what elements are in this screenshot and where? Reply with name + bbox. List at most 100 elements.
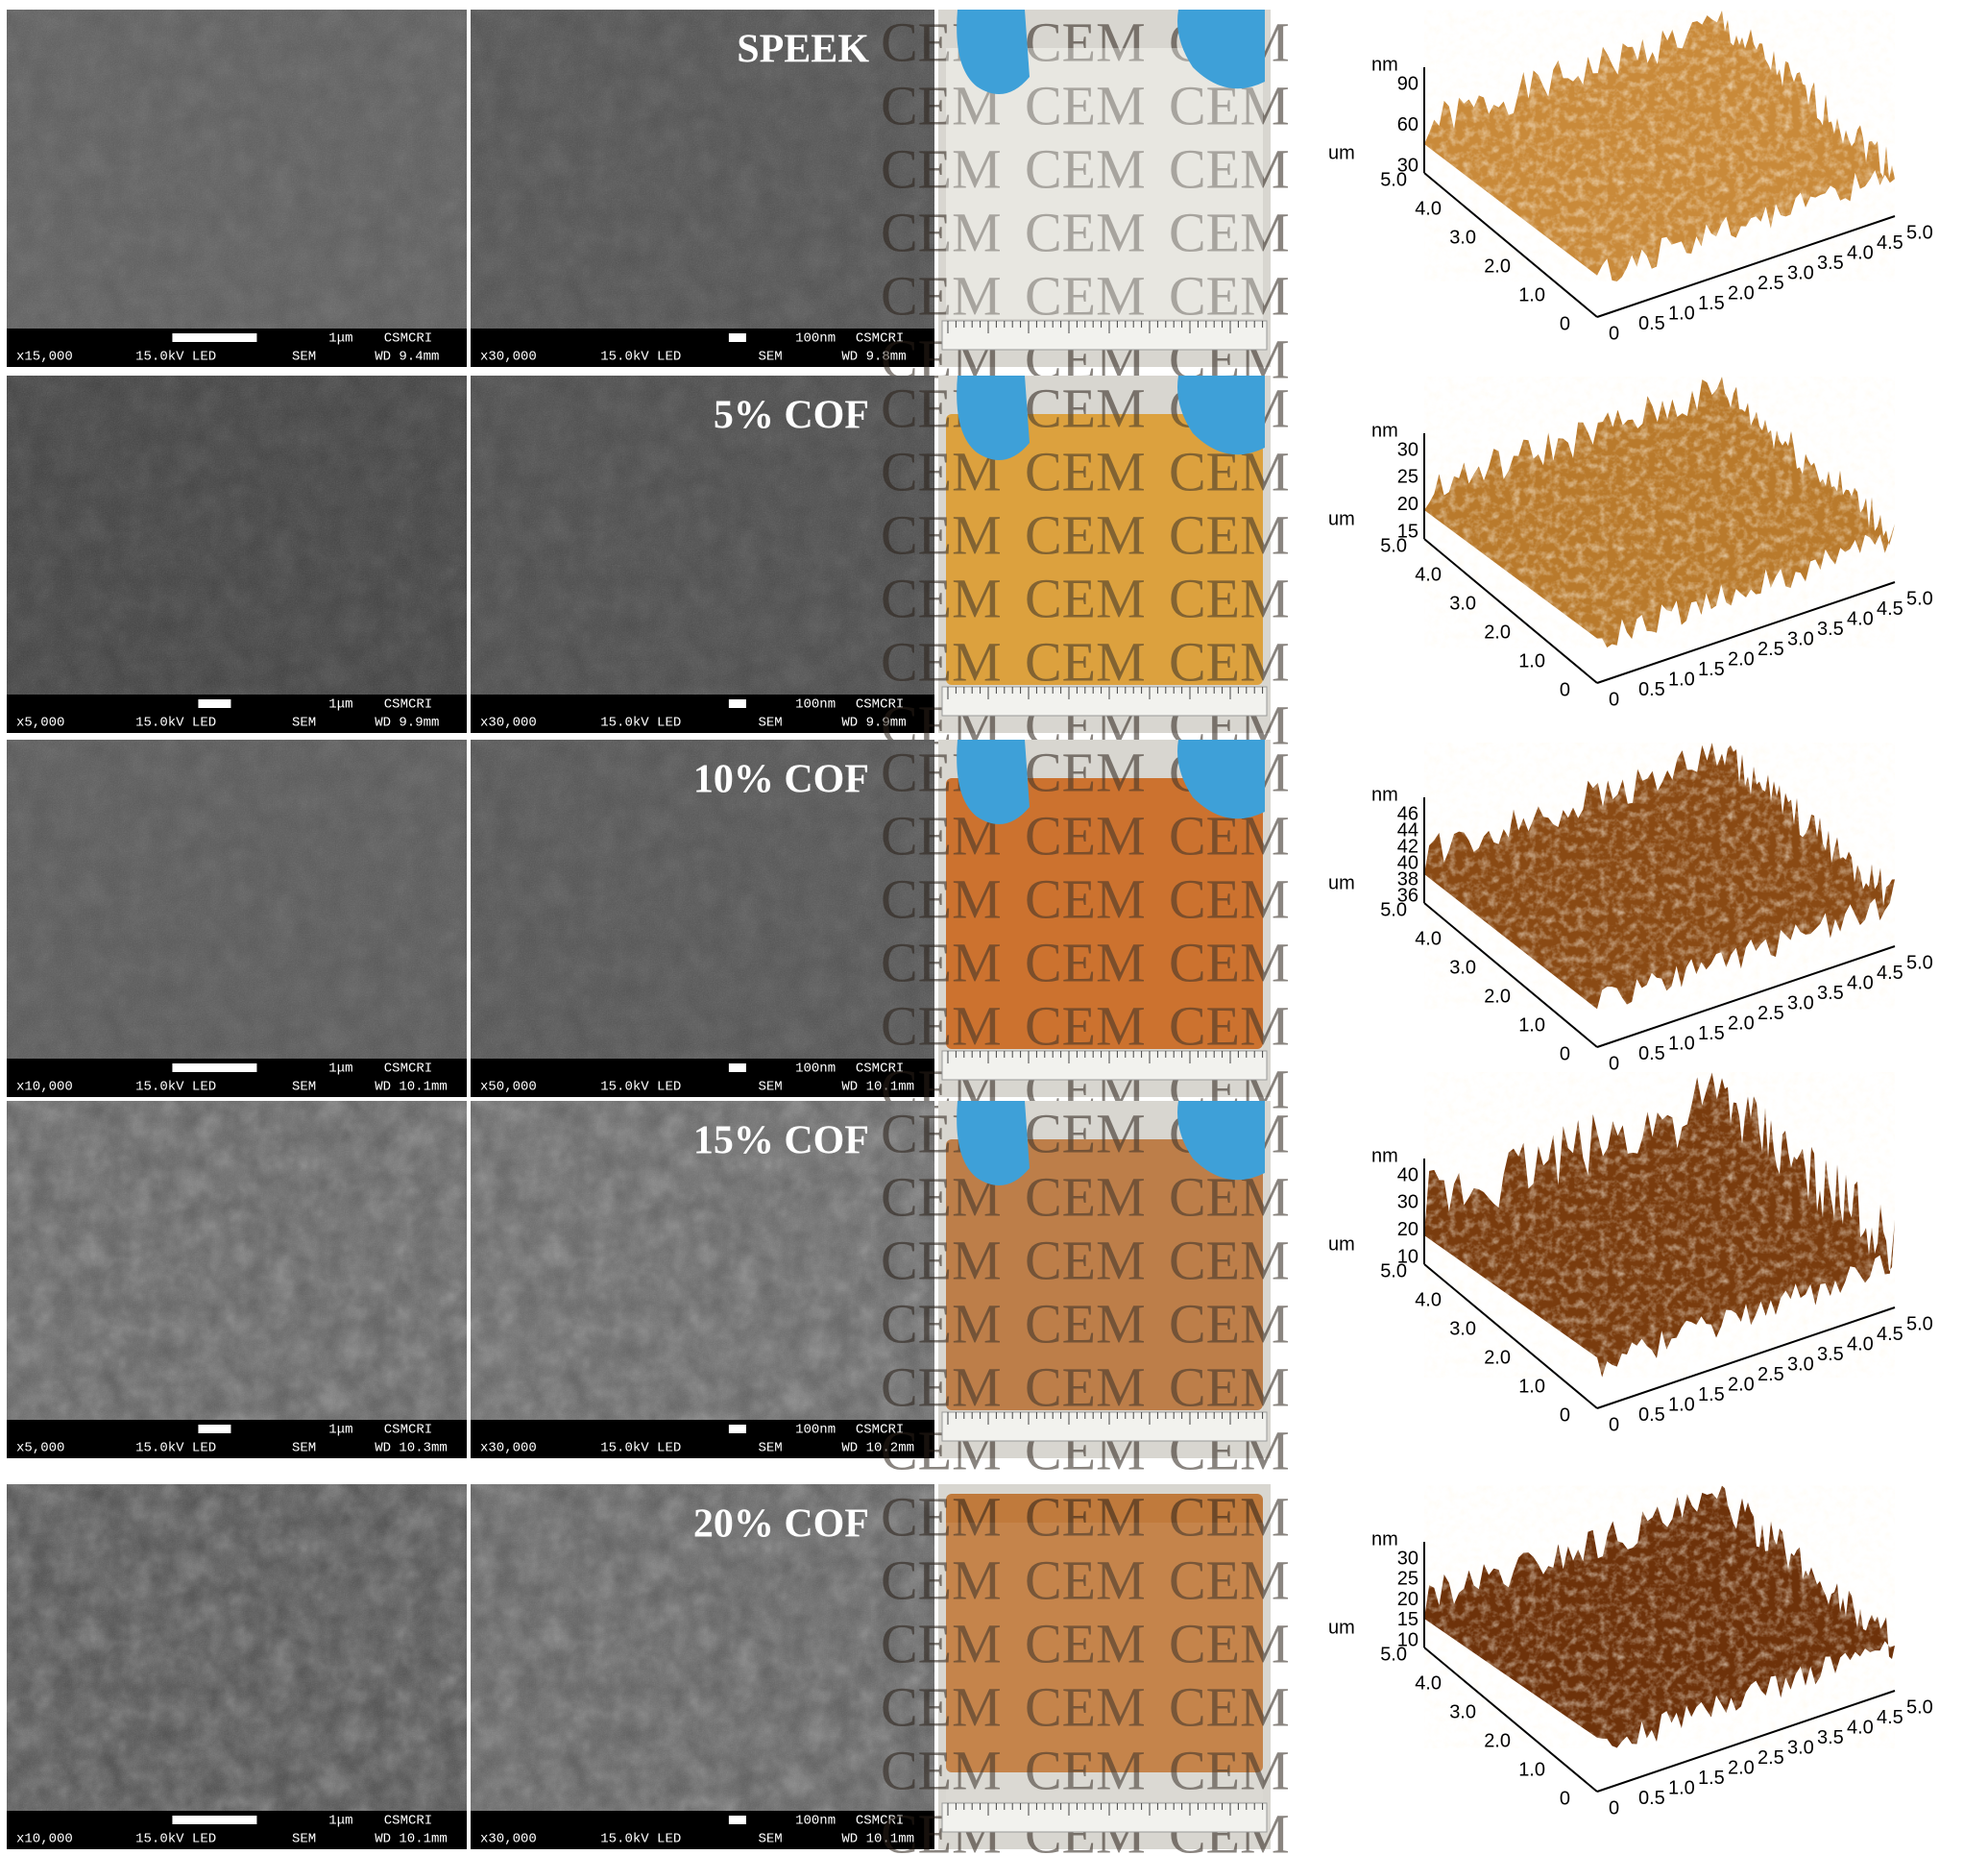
magnification: x30,000 — [480, 350, 537, 365]
x-tick-label: 0.5 — [1638, 679, 1665, 700]
x-tick-label: 0.5 — [1638, 313, 1665, 334]
membrane-film — [946, 48, 1263, 319]
scale-text: 100nm — [795, 1062, 836, 1077]
sem-image: 1μm CSMCRI x5,000 15.0kV LED SEM WD 9.9mm — [7, 376, 467, 733]
photo-print: CEM — [1025, 74, 1146, 136]
sem-image: 1μm CSMCRI x10,000 15.0kV LED SEM WD 10.1mm — [7, 1484, 467, 1849]
nm-tick-label: 30 — [1397, 1192, 1418, 1213]
y-tick-label: 4.0 — [1415, 928, 1442, 949]
scale-bar — [728, 1425, 746, 1433]
lab-text: CSMCRI — [384, 697, 432, 713]
x-tick-label: 2.5 — [1758, 1747, 1784, 1769]
y-tick-label: 3.0 — [1449, 1701, 1476, 1722]
x-tick-label: 1.0 — [1668, 669, 1695, 690]
photo-print: CEM — [1025, 137, 1146, 200]
lab-text: CSMCRI — [384, 1814, 432, 1829]
x-tick-label: 3.5 — [1817, 619, 1844, 640]
ruler — [941, 320, 1268, 351]
x-tick-label: 4.5 — [1877, 963, 1903, 984]
x-tick-label: 1.0 — [1668, 303, 1695, 324]
photo-print: CEM — [1025, 994, 1146, 1057]
um-axis — [1423, 1263, 1598, 1409]
voltage: 15.0kV LED — [600, 1441, 681, 1456]
glove — [957, 1101, 1030, 1185]
photo-print: CEM — [1025, 264, 1146, 327]
photo-print: CEM — [1169, 137, 1290, 200]
afm-plot: 5.04.03.02.01.00 0 0.5 1.0 1.5 2.0 2.5 3.0 3.5 4.… — [1328, 1485, 1933, 1818]
x-tick-label: 2.5 — [1758, 639, 1784, 660]
mode: SEM — [292, 1441, 316, 1456]
lab-text: CSMCRI — [856, 1423, 904, 1438]
scale-bar — [172, 1063, 257, 1072]
sample-label: 10% COF — [693, 758, 869, 802]
photo-print: CEM — [1169, 1675, 1290, 1738]
working-distance: WD 10.1mm — [841, 1832, 914, 1847]
mode: SEM — [758, 350, 782, 365]
scale-text: 100nm — [795, 1814, 836, 1829]
x-axis — [1596, 581, 1896, 684]
y-tick-label: 0 — [1560, 1043, 1570, 1064]
nm-tick-label: 36 — [1397, 885, 1418, 906]
sem-grain — [471, 10, 934, 329]
voltage: 15.0kV LED — [600, 1832, 681, 1847]
sem-grain — [7, 1101, 467, 1420]
sem-grain — [7, 10, 467, 329]
x-tick-label: 0 — [1609, 1797, 1619, 1818]
photo-print: CEM — [1169, 867, 1290, 930]
um-axis — [1423, 1647, 1598, 1793]
x-axis — [1596, 945, 1896, 1048]
x-tick-label: 3.5 — [1817, 1344, 1844, 1365]
x-tick-label: 5.0 — [1906, 1696, 1933, 1718]
working-distance: WD 9.9mm — [841, 716, 906, 731]
magnification: x30,000 — [480, 1832, 537, 1847]
sample-label: 20% COF — [693, 1502, 869, 1547]
y-tick-label: 0 — [1560, 1788, 1570, 1809]
x-axis — [1596, 1306, 1896, 1409]
nm-tick-label: 10 — [1397, 1629, 1418, 1650]
y-tick-label: 3.0 — [1449, 593, 1476, 614]
photo-print: CEM — [1169, 1485, 1290, 1548]
mode: SEM — [292, 716, 316, 731]
lab-text: CSMCRI — [856, 697, 904, 713]
x-tick-label: 3.5 — [1817, 983, 1844, 1004]
afm-plot: 5.04.03.02.01.00 0 0.5 1.0 1.5 2.0 2.5 3.0 3.5 4.… — [1328, 1072, 1933, 1435]
nm-tick-label: 20 — [1397, 1589, 1418, 1610]
scale-text: 1μm — [328, 1423, 352, 1438]
y-tick-label: 0 — [1560, 679, 1570, 700]
membrane-film — [946, 1139, 1263, 1410]
x-tick-label: 2.5 — [1758, 1003, 1784, 1024]
photo-print: CEM — [1025, 1485, 1146, 1548]
y-tick-label: 3.0 — [1449, 957, 1476, 978]
magnification: x5,000 — [16, 1441, 64, 1456]
sem-image: 1μm CSMCRI x5,000 15.0kV LED SEM WD 10.3mm — [7, 1101, 467, 1458]
scale-text: 1μm — [328, 697, 352, 713]
y-tick-label: 2.0 — [1484, 1347, 1511, 1368]
voltage: 15.0kV LED — [135, 350, 216, 365]
y-tick-label: 2.0 — [1484, 1730, 1511, 1751]
x-tick-label: 2.0 — [1728, 648, 1755, 670]
y-tick-label: 5.0 — [1380, 899, 1407, 920]
x-tick-label: 0 — [1609, 1414, 1619, 1435]
photo-print: CEM — [881, 264, 1002, 327]
y-tick-label: 0 — [1560, 313, 1570, 334]
um-label: um — [1328, 1233, 1355, 1255]
photo-print: CEM — [1025, 201, 1146, 263]
membrane-film — [946, 1494, 1263, 1772]
photo-print: CEM — [1025, 804, 1146, 866]
photo-print: CEM — [881, 1229, 1002, 1291]
photo-print: CEM — [1025, 1229, 1146, 1291]
sem-image: 100nm CSMCRI x30,000 15.0kV LED SEM WD 10.2mm — [471, 1101, 934, 1458]
y-tick-label: 4.0 — [1415, 198, 1442, 219]
ruler — [941, 686, 1268, 717]
x-tick-label: 4.5 — [1877, 1324, 1903, 1345]
membrane-film — [946, 414, 1263, 685]
photo-print: CEM — [881, 567, 1002, 629]
y-tick-label: 5.0 — [1380, 535, 1407, 556]
nm-tick-label: 10 — [1397, 1246, 1418, 1267]
nm-label: nm — [1371, 1528, 1398, 1550]
x-tick-label: 0 — [1609, 1053, 1619, 1074]
photo-print: CEM — [1025, 741, 1146, 803]
